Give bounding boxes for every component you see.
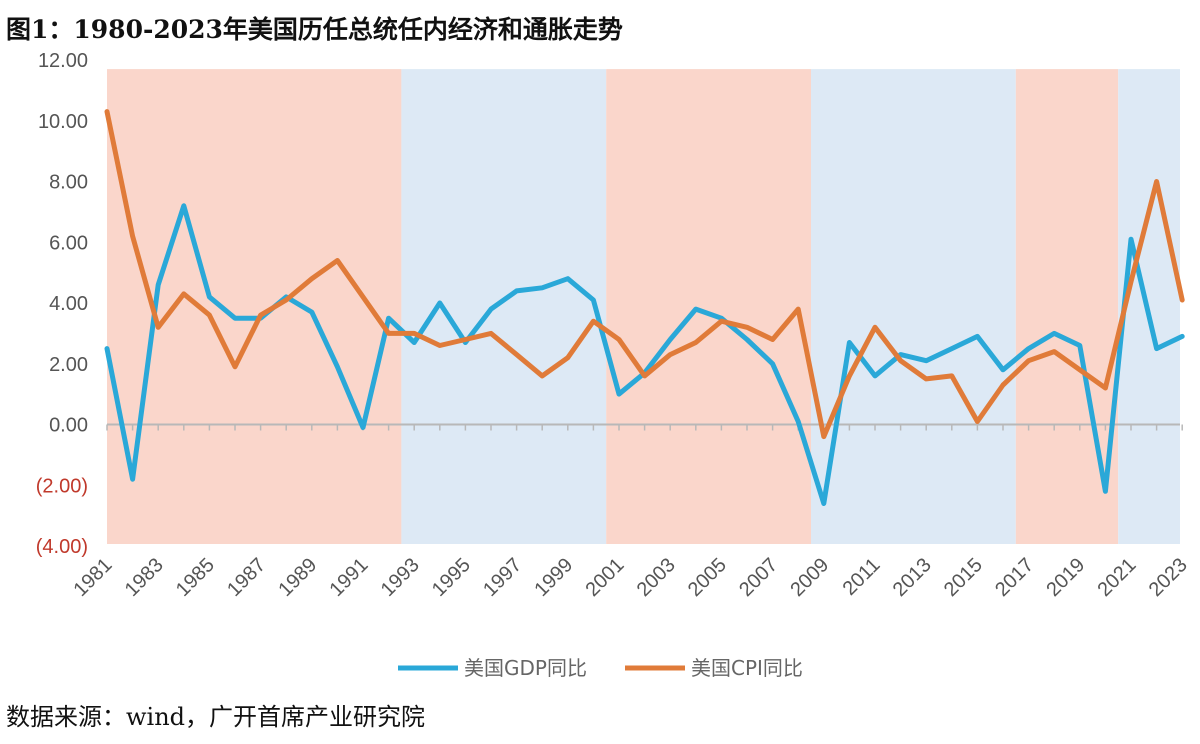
band-2001-2008 [606,69,811,545]
data-source-note: 数据来源：wind，广开首席产业研究院 [6,703,426,731]
y-axis: 12.00 10.00 8.00 6.00 4.00 2.00 0.00 (2.00) (4.0… [36,50,88,558]
series-line-cpi [104,109,1185,440]
legend-label: 美国GDP同比 [464,656,587,680]
x-tick-label: 2021 [1094,554,1141,601]
y-tick-label: 12.00 [38,50,88,72]
x-tick-label: 2005 [684,554,731,601]
x-tick-label: 1995 [428,554,475,601]
x-tick-label: 1987 [223,554,270,601]
y-tick-label: (2.00) [36,475,88,497]
x-tick-label: 2017 [991,554,1038,601]
y-tick-label: 8.00 [49,172,88,194]
x-tick-label: 1997 [479,554,526,601]
y-tick-label: 4.00 [49,293,88,315]
band-1993-2000 [401,69,607,545]
x-tick-label: 1983 [121,554,168,601]
x-tick-label: 2001 [582,554,629,601]
x-tick-label: 1989 [274,554,321,601]
x-tick-label: 2007 [735,554,782,601]
legend-label: 美国CPI同比 [691,656,803,680]
x-tick-label: 2019 [1042,554,1089,601]
x-tick-label: 1981 [70,554,117,601]
series-lines [104,109,1185,506]
y-tick-label: 0.00 [49,415,88,437]
y-tick-label: 6.00 [49,232,88,254]
x-tick-label: 2009 [786,554,833,601]
x-tick-label: 2013 [889,554,936,601]
x-tick-label: 2011 [839,554,885,600]
x-tick-label: 2023 [1145,554,1192,601]
x-tick-label: 1985 [172,554,219,601]
presidency-bands [107,69,1180,545]
x-tick-label: 1999 [530,554,577,601]
x-tick-label: 1993 [377,554,424,601]
y-tick-label: (4.00) [36,536,88,558]
x-tick-label: 2003 [633,554,680,601]
x-tick-label: 1991 [326,554,373,601]
x-tick-label: 2015 [940,554,987,601]
legend: 美国GDP同比 美国CPI同比 [398,656,803,680]
y-tick-label: 10.00 [38,111,88,133]
y-tick-label: 2.00 [49,354,88,376]
band-2009-2016 [811,69,1016,545]
chart-title: 图1：1980-2023年美国历任总统任内经济和通胀走势 [6,15,623,44]
